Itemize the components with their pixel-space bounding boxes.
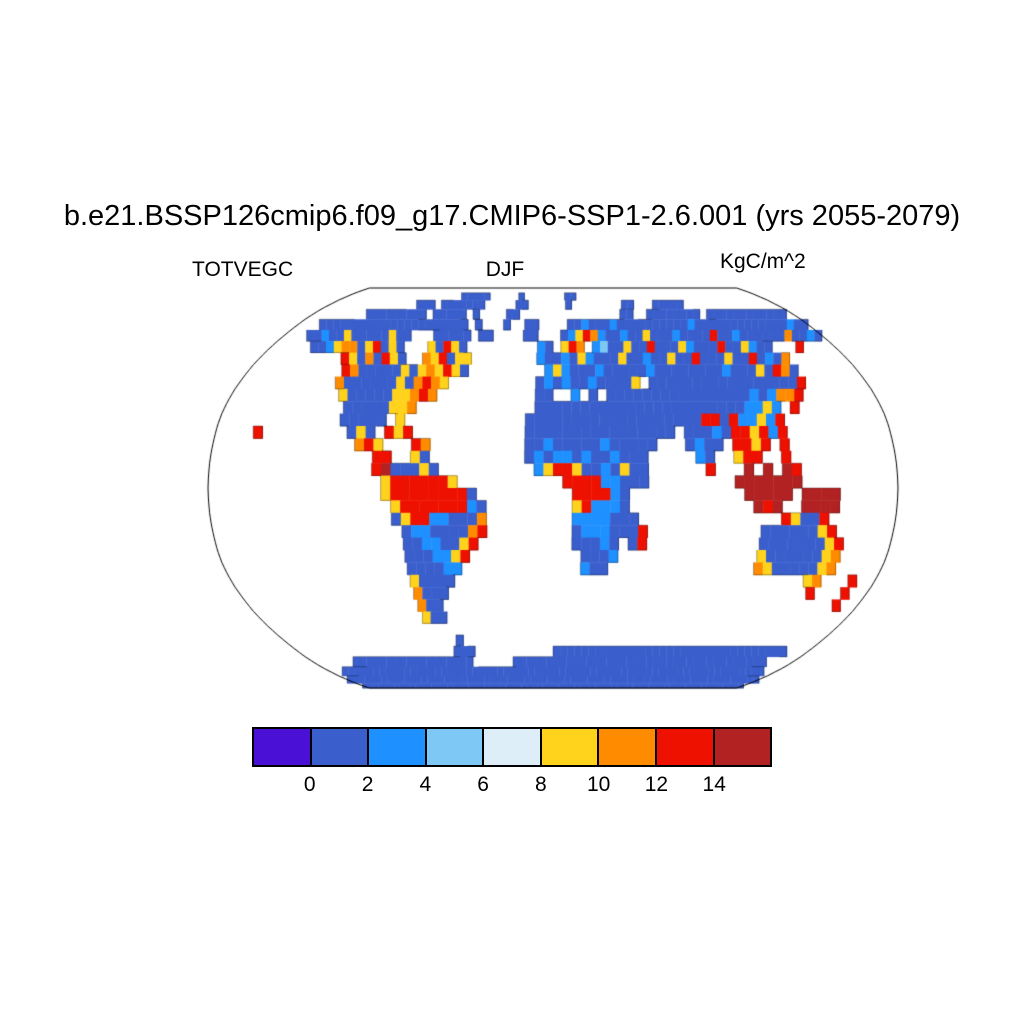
colorbar-tick-label: 14 [702, 773, 726, 796]
colorbar-segment [369, 729, 427, 765]
colorbar-segment [311, 729, 370, 765]
colorbar-tick-label: 4 [419, 773, 432, 796]
colorbar-tick-label: 6 [477, 773, 489, 796]
colorbar-tick-label: 2 [361, 773, 374, 796]
colorbar-segment [656, 729, 715, 765]
units-label: KgC/m^2 [720, 250, 806, 273]
colorbar-segment [254, 729, 312, 765]
world-map [203, 283, 903, 693]
colorbar-tick-label: 10 [586, 773, 611, 796]
variable-label: TOTVEGC [192, 258, 294, 281]
colorbar-segment [714, 729, 771, 765]
colorbar-segment [541, 729, 600, 765]
colorbar-segment [426, 729, 485, 765]
colorbar-tick-label: 0 [303, 773, 316, 796]
colorbar-ticks: 0 2 4 6 8 10 12 14 [252, 773, 772, 799]
colorbar-segment [484, 729, 542, 765]
season-label: DJF [485, 258, 525, 281]
colorbar-tick-label: 8 [535, 773, 547, 796]
colorbar [252, 727, 772, 767]
colorbar-segment [599, 729, 657, 765]
colorbar-tick-label: 12 [644, 773, 669, 796]
figure-title: b.e21.BSSP126cmip6.f09_g17.CMIP6-SSP1-2.… [63, 200, 961, 232]
